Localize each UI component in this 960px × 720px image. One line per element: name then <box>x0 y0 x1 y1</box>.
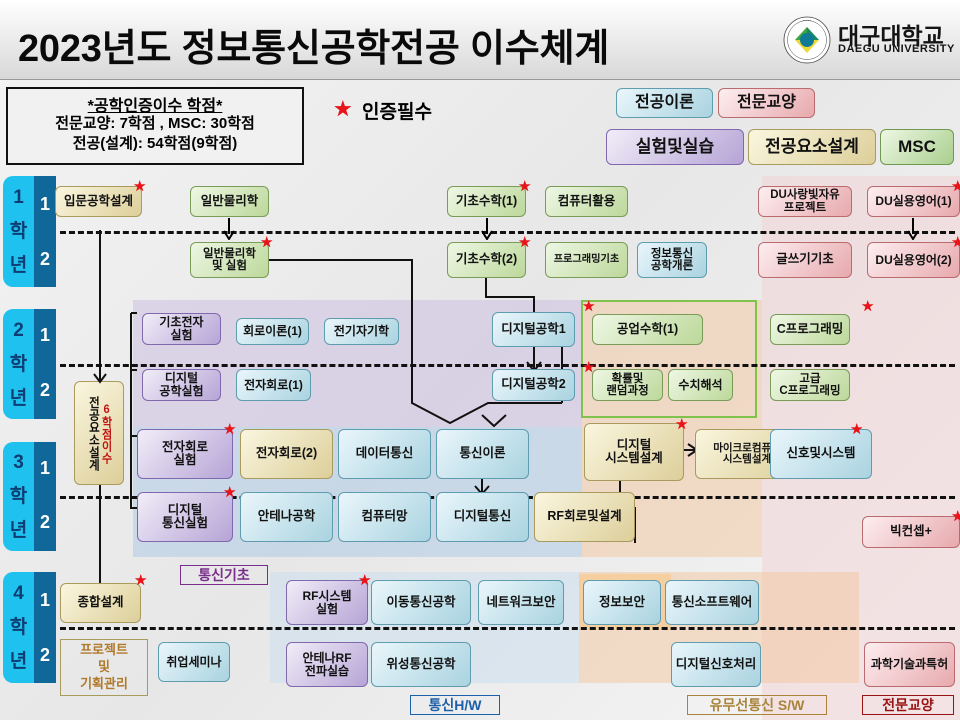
svg-text:·····: ····· <box>803 19 812 25</box>
